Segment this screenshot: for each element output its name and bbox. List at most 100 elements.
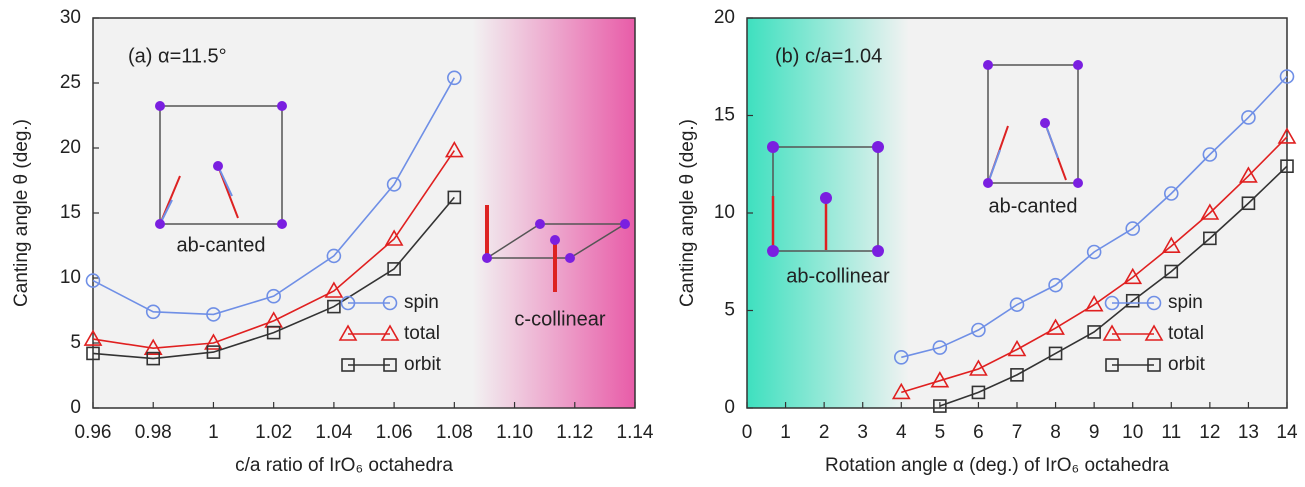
marker — [83, 329, 103, 346]
annotation: ab-collinear — [786, 265, 890, 287]
inset-right — [771, 64, 1079, 252]
x-tick-label: 2 — [819, 422, 830, 443]
y-tick-label: 20 — [714, 7, 735, 28]
x-axis-label: Rotation angle α (deg.) of IrO₆ octahedr… — [825, 455, 1169, 476]
marker — [386, 177, 402, 192]
x-tick-label: 1.08 — [436, 422, 473, 443]
y-tick-label: 10 — [714, 202, 735, 223]
legend-marker — [341, 358, 355, 372]
marker — [1046, 318, 1065, 335]
legend-label: spin — [1168, 292, 1203, 313]
legend-label: orbit — [1168, 354, 1206, 375]
marker — [1010, 368, 1024, 382]
legend-marker — [380, 324, 400, 341]
legend-label: orbit — [404, 354, 442, 375]
legend-marker — [382, 295, 398, 311]
marker — [86, 346, 100, 361]
marker — [146, 351, 161, 366]
x-tick-label: 4 — [896, 422, 907, 443]
x-tick-label: 1.10 — [496, 422, 533, 443]
inset-dots — [155, 101, 630, 263]
marker — [1279, 69, 1295, 84]
marker — [932, 340, 948, 355]
marker — [1123, 267, 1143, 285]
x-tick-label: 1.04 — [315, 422, 352, 443]
series-line — [901, 136, 1288, 394]
x-tick-label: 11 — [1161, 422, 1181, 443]
series-line — [901, 75, 1288, 359]
marker — [933, 399, 947, 413]
annotation: c-collinear — [514, 308, 605, 330]
annotation: (a) α=11.5° — [128, 45, 227, 67]
marker — [384, 229, 404, 246]
marker — [969, 359, 988, 376]
marker — [204, 333, 223, 350]
x-tick-label: 12 — [1199, 422, 1220, 443]
marker — [85, 273, 101, 288]
legend-marker — [1102, 324, 1122, 341]
marker — [930, 371, 950, 388]
marker — [206, 345, 221, 359]
marker — [1009, 297, 1025, 312]
marker — [387, 262, 401, 276]
marker — [1125, 293, 1140, 308]
x-tick-label: 1.12 — [556, 422, 593, 443]
x-tick-label: 10 — [1122, 422, 1143, 443]
x-tick-label: 1.02 — [255, 422, 292, 443]
marker — [1202, 147, 1218, 162]
x-tick-label: 8 — [1050, 422, 1061, 443]
marker — [324, 281, 344, 298]
marker — [145, 304, 161, 320]
y-tick-label: 5 — [70, 332, 81, 353]
x-tick-label: 13 — [1238, 422, 1259, 443]
y-tick-label: 30 — [60, 7, 81, 28]
marker — [1161, 236, 1181, 253]
marker — [447, 70, 462, 86]
annotation: ab-canted — [989, 195, 1078, 217]
marker — [1241, 196, 1256, 211]
marker — [447, 190, 462, 205]
marker — [1048, 277, 1063, 293]
legend-label: total — [1168, 323, 1204, 344]
marker — [971, 322, 986, 338]
x-tick-label: 0 — [742, 422, 753, 443]
marker — [1125, 221, 1141, 236]
x-tick-label: 1.06 — [376, 422, 413, 443]
marker — [326, 248, 342, 264]
legend-marker — [1104, 295, 1120, 311]
y-tick-label: 10 — [60, 267, 81, 288]
marker — [1239, 166, 1258, 183]
y-axis-label: Canting angle θ (deg.) — [11, 119, 32, 307]
marker — [891, 382, 911, 400]
legend-marker — [340, 295, 356, 311]
marker — [971, 385, 986, 400]
plots: 0.96 0.98 1 1.02 1.04 1.06 1.08 1.10 1.12 1.14 0 5 1… — [11, 7, 1298, 476]
x-tick-label: 1 — [208, 422, 219, 443]
marker — [1163, 186, 1179, 201]
y-tick-label: 25 — [60, 72, 81, 93]
annotation: (b) c/a=1.04 — [775, 45, 882, 67]
x-tick-label: 7 — [1012, 422, 1023, 443]
y-tick-label: 0 — [724, 397, 735, 418]
inset-dots — [767, 60, 1083, 257]
marker — [206, 307, 221, 322]
marker — [143, 338, 163, 356]
x-tick-label: 0.96 — [75, 422, 112, 443]
marker — [444, 140, 464, 158]
marker — [1280, 159, 1294, 173]
legend-marker — [1105, 358, 1119, 372]
marker — [327, 299, 341, 314]
marker — [1164, 264, 1179, 279]
legend-marker — [338, 324, 358, 341]
legend-label: spin — [404, 292, 439, 313]
x-tick-label: 3 — [857, 422, 868, 443]
marker — [1048, 346, 1063, 361]
x-tick-label: 6 — [973, 422, 984, 443]
series-line — [92, 150, 455, 350]
annotation: ab-canted — [177, 234, 266, 256]
series-line — [939, 165, 1288, 407]
marker — [266, 288, 281, 304]
legend-marker — [1147, 358, 1161, 372]
marker — [1241, 110, 1256, 125]
